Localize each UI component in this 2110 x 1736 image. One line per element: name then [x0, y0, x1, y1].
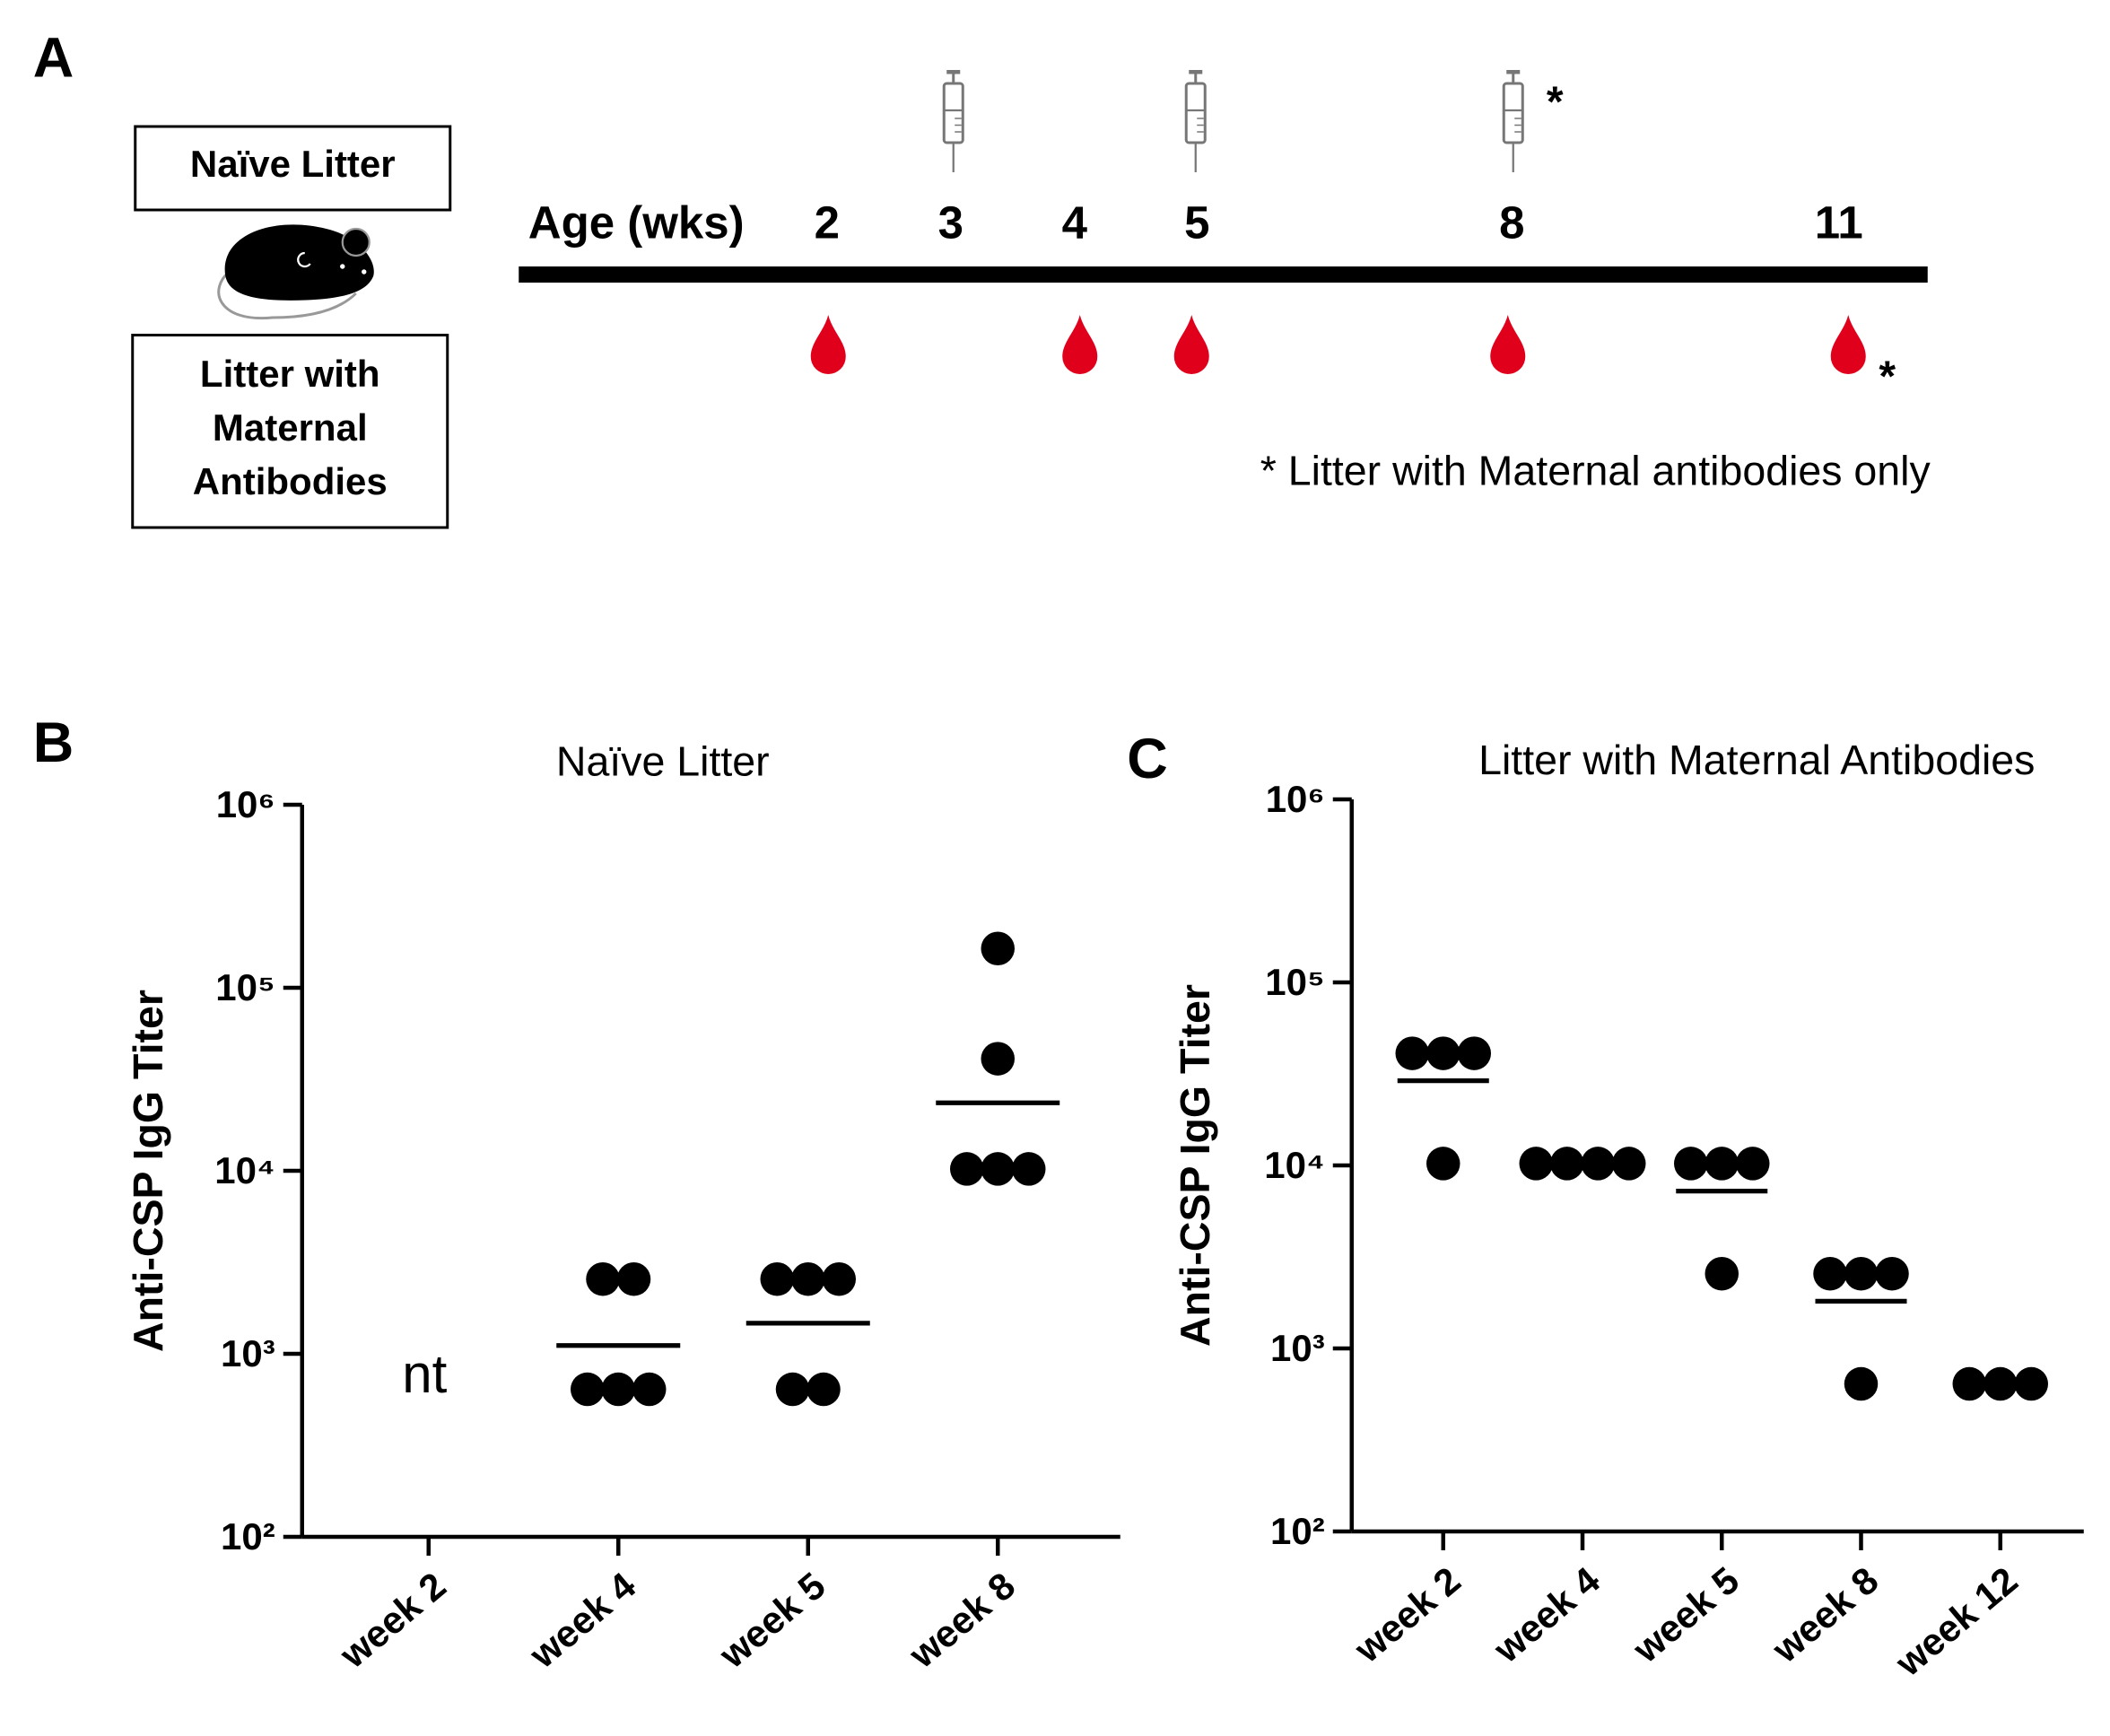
- age-label: 5: [1184, 196, 1209, 248]
- y-tick-label: 10³: [221, 1332, 275, 1374]
- data-point: [1705, 1147, 1739, 1181]
- data-point: [1674, 1147, 1708, 1181]
- y-axis-label: Anti-CSP IgG Titer: [125, 990, 171, 1352]
- data-point: [981, 1152, 1015, 1186]
- data-point: [807, 1372, 841, 1407]
- y-tick-label: 10⁴: [1264, 1144, 1325, 1186]
- data-point: [822, 1261, 856, 1296]
- y-tick-label: 10⁶: [1266, 778, 1325, 820]
- data-point: [1612, 1147, 1646, 1181]
- data-point: [586, 1261, 620, 1296]
- chart-panel: C Litter with Maternal Antibodies Anti-CSP…: [1127, 728, 2084, 1685]
- data-point: [981, 931, 1015, 966]
- data-point: [950, 1152, 984, 1186]
- y-tick-label: 10³: [1270, 1327, 1325, 1369]
- panel-label: A: [33, 27, 74, 90]
- bleed-icon: [1490, 315, 1526, 374]
- x-tick-label: week 4: [1485, 1558, 1608, 1671]
- panel-a: A Age (wks) * * * Litter with Maternal a…: [33, 27, 1931, 529]
- asterisk: *: [1879, 353, 1896, 401]
- data-point: [1457, 1036, 1491, 1070]
- x-tick-label: week 5: [711, 1564, 833, 1676]
- y-tick-label: 10²: [221, 1515, 275, 1557]
- mouse-icon: [217, 224, 374, 320]
- age-label: 11: [1815, 196, 1863, 248]
- y-tick-label: 10⁵: [215, 966, 275, 1008]
- data-point: [791, 1261, 825, 1296]
- data-point: [1012, 1152, 1046, 1186]
- data-point: [632, 1372, 667, 1407]
- x-tick-label: week 2: [1346, 1558, 1469, 1671]
- data-point: [571, 1372, 605, 1407]
- x-tick-label: week 12: [1887, 1558, 2025, 1684]
- data-point: [760, 1261, 794, 1296]
- bleed-icon: [1830, 315, 1866, 374]
- box-text: Litter with: [200, 353, 380, 395]
- y-tick-label: 10²: [1270, 1510, 1325, 1552]
- x-tick-label: week 4: [521, 1564, 644, 1677]
- y-axis-label: Anti-CSP IgG Titer: [1172, 984, 1218, 1347]
- panel-label: C: [1127, 728, 1168, 790]
- data-point: [1844, 1366, 1879, 1401]
- data-point: [616, 1261, 651, 1296]
- data-point: [1736, 1147, 1770, 1181]
- data-point: [601, 1372, 635, 1407]
- data-point: [1519, 1147, 1553, 1181]
- injection-icon: [942, 68, 964, 174]
- asterisk: *: [1547, 79, 1564, 126]
- chart-title: Litter with Maternal Antibodies: [1478, 737, 2035, 783]
- box-text: Maternal: [213, 406, 368, 449]
- age-label: 3: [938, 196, 963, 248]
- y-tick-label: 10⁴: [214, 1149, 275, 1191]
- injection-icon: [1502, 68, 1524, 174]
- y-tick-label: 10⁵: [1265, 961, 1324, 1003]
- x-tick-label: week 8: [1764, 1558, 1887, 1671]
- bleed-icon: [1062, 315, 1098, 374]
- x-tick-label: week 8: [901, 1564, 1024, 1676]
- bleed-icon: [1173, 315, 1209, 374]
- data-point: [1813, 1256, 1847, 1291]
- bleed-icon: [810, 315, 846, 374]
- panel-label: B: [33, 711, 74, 774]
- x-tick-label: week 2: [331, 1564, 454, 1676]
- data-point: [1875, 1256, 1909, 1291]
- age-label: 4: [1062, 196, 1088, 248]
- footnote: * Litter with Maternal antibodies only: [1260, 447, 1931, 493]
- group-box: [131, 334, 449, 529]
- age-label: 8: [1499, 196, 1524, 248]
- age-label: 2: [815, 196, 840, 248]
- y-tick-label: 10⁶: [216, 783, 275, 825]
- data-point: [1705, 1256, 1739, 1291]
- chart-title: Naïve Litter: [556, 737, 770, 784]
- chart-panel: B Naïve Litter Anti-CSP IgG Titer 10² 10³ 10⁴…: [33, 711, 1120, 1677]
- data-point: [1426, 1036, 1460, 1070]
- annotation: nt: [402, 1344, 447, 1404]
- box-text: Naïve Litter: [190, 143, 396, 185]
- data-point: [981, 1042, 1015, 1076]
- data-point: [775, 1372, 810, 1407]
- data-point: [1426, 1147, 1460, 1181]
- data-point: [1395, 1036, 1429, 1070]
- data-point: [1844, 1256, 1879, 1291]
- x-tick-label: week 5: [1625, 1558, 1748, 1671]
- group-box: [134, 125, 452, 212]
- box-text: Antibodies: [193, 460, 388, 502]
- timeline-label: Age (wks): [528, 196, 745, 248]
- injection-icon: [1184, 68, 1207, 174]
